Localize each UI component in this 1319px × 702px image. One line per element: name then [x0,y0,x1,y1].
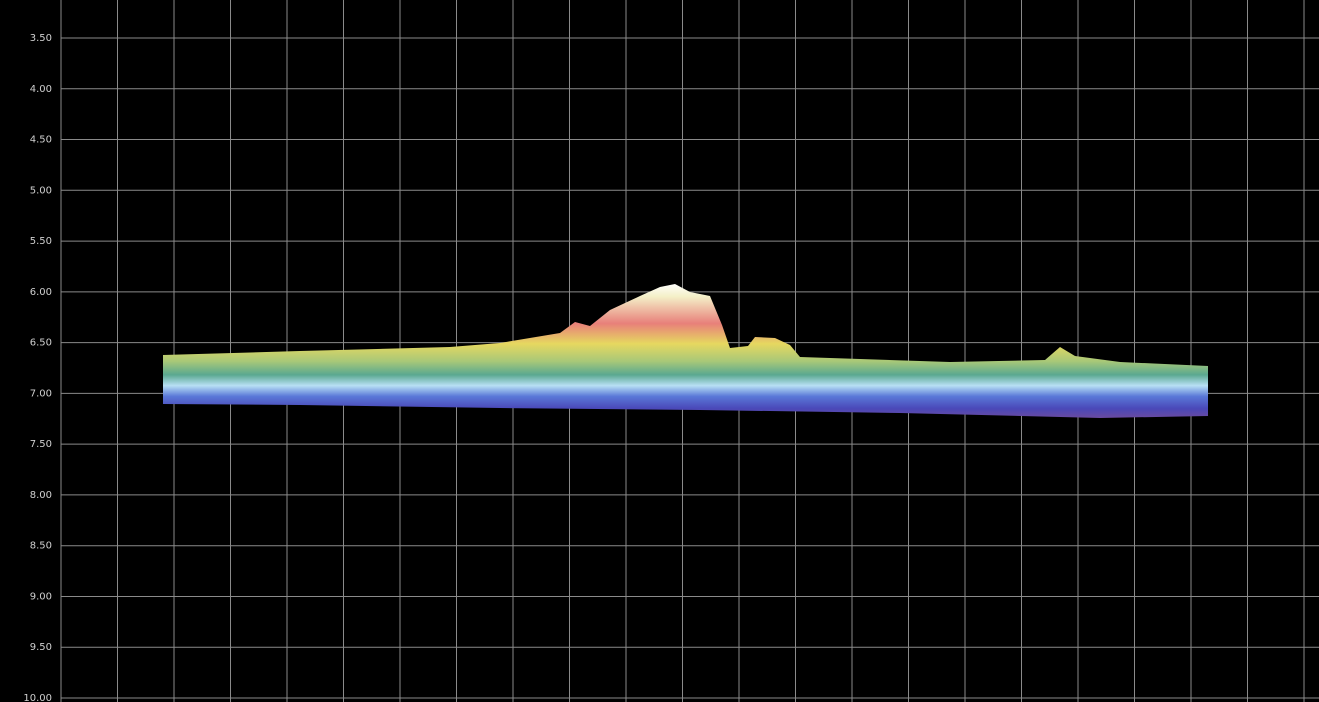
y-tick-label: 3.50 [30,33,52,44]
page: {"chart_data": {"type": "profile", "ylim… [0,0,1319,702]
y-tick-label: 5.50 [30,236,52,247]
y-tick-label: 6.00 [30,287,52,298]
y-tick-label: 9.50 [30,642,52,653]
y-tick-label: 7.50 [30,439,52,450]
y-tick-label: 8.00 [30,490,52,501]
y-tick-label: 10.00 [23,693,52,702]
y-tick-label: 7.00 [30,388,52,399]
y-tick-label: 4.50 [30,135,52,146]
y-tick-label: 4.00 [30,84,52,95]
y-tick-label: 5.00 [30,185,52,196]
profile-view: 3.50 4.00 4.50 5.00 5.50 6.00 6.50 7.00 7.50 8.00… [0,0,1319,702]
y-tick-label: 6.50 [30,338,52,349]
point-cloud [163,284,1208,418]
y-tick-label: 9.00 [30,591,52,602]
y-axis: 3.50 4.00 4.50 5.00 5.50 6.00 6.50 7.00 7.50 8.00… [23,33,52,702]
y-tick-label: 8.50 [30,541,52,552]
